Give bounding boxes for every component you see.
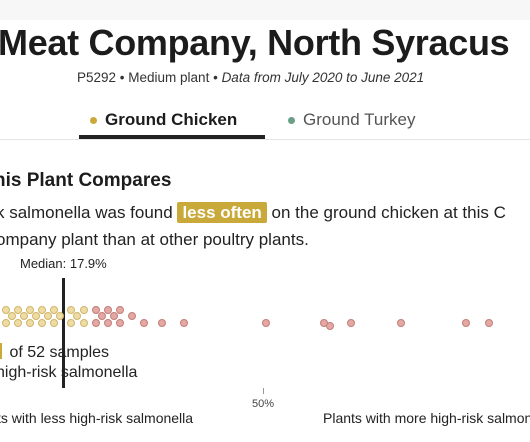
sample-point bbox=[92, 319, 100, 327]
sample-point bbox=[98, 312, 106, 320]
tab-label: Ground Turkey bbox=[303, 110, 416, 129]
sentence-part: ompany plant than at other poultry plant… bbox=[0, 230, 309, 249]
samples-line2: high-risk salmonella bbox=[0, 364, 138, 381]
sample-point bbox=[140, 319, 148, 327]
median-label: Median: 17.9% bbox=[20, 256, 107, 271]
sample-point bbox=[397, 319, 405, 327]
sample-point bbox=[38, 306, 46, 314]
plant-size: Medium plant bbox=[128, 70, 210, 85]
sample-point bbox=[56, 312, 64, 320]
turkey-dot-icon bbox=[288, 116, 295, 124]
section-title: his Plant Compares bbox=[0, 170, 172, 191]
sample-point bbox=[14, 319, 22, 327]
sample-point bbox=[26, 319, 34, 327]
sample-point bbox=[67, 306, 75, 314]
sample-point bbox=[128, 312, 136, 320]
tab-ground-turkey[interactable]: Ground Turkey bbox=[288, 110, 415, 130]
sample-point bbox=[104, 319, 112, 327]
sample-point bbox=[326, 322, 334, 330]
right-end-label: Plants with more high-risk salmonella bbox=[323, 410, 530, 426]
sample-point bbox=[38, 319, 46, 327]
sample-point bbox=[32, 312, 40, 320]
sentence-part: k salmonella was found bbox=[0, 203, 178, 222]
sample-point bbox=[80, 306, 88, 314]
sample-point bbox=[462, 319, 470, 327]
comparison-sentence: k salmonella was found less often on the… bbox=[0, 199, 530, 253]
count-highlight bbox=[0, 343, 2, 359]
active-tab-indicator bbox=[79, 135, 265, 139]
sample-point bbox=[180, 319, 188, 327]
sample-point bbox=[20, 312, 28, 320]
tab-divider bbox=[0, 139, 530, 140]
axis-tick bbox=[263, 388, 264, 394]
sample-point bbox=[347, 319, 355, 327]
sample-point bbox=[14, 306, 22, 314]
sample-point bbox=[2, 319, 10, 327]
plant-meta: P5292 • Medium plant • Data from July 20… bbox=[77, 70, 424, 85]
sample-point bbox=[44, 312, 52, 320]
median-line bbox=[62, 278, 65, 388]
samples-line1: of 52 samples bbox=[5, 344, 110, 361]
sample-point bbox=[92, 306, 100, 314]
sample-point bbox=[26, 306, 34, 314]
tab-label: Ground Chicken bbox=[105, 110, 238, 129]
sample-point bbox=[485, 319, 493, 327]
sample-point bbox=[110, 312, 118, 320]
meta-separator: • bbox=[116, 70, 129, 85]
sample-point bbox=[262, 319, 270, 327]
page-title: Meat Company, North Syracus bbox=[0, 22, 510, 63]
left-end-label: ts with less high-risk salmonella bbox=[0, 410, 194, 426]
sample-point bbox=[158, 319, 166, 327]
sample-point bbox=[8, 312, 16, 320]
date-range: Data from July 2020 to June 2021 bbox=[221, 70, 425, 85]
sample-point bbox=[80, 319, 88, 327]
sample-point bbox=[50, 306, 58, 314]
sample-point bbox=[2, 306, 10, 314]
sample-point bbox=[67, 319, 75, 327]
meta-separator: • bbox=[209, 70, 222, 85]
tab-ground-chicken[interactable]: Ground Chicken bbox=[90, 110, 237, 130]
product-tabs: Ground Chicken Ground Turkey bbox=[0, 104, 530, 140]
sample-point bbox=[50, 319, 58, 327]
sample-point bbox=[104, 306, 112, 314]
sample-point bbox=[116, 306, 124, 314]
plant-id: P5292 bbox=[77, 70, 117, 85]
less-often-highlight: less often bbox=[177, 202, 267, 223]
sample-point bbox=[73, 312, 81, 320]
sentence-part: on the ground chicken at this C bbox=[266, 203, 506, 222]
sample-point bbox=[116, 319, 124, 327]
top-band bbox=[0, 0, 530, 20]
axis-tick-label: 50% bbox=[252, 398, 275, 410]
samples-label: of 52 samples high-risk salmonella bbox=[0, 343, 137, 383]
chicken-dot-icon bbox=[90, 116, 97, 124]
